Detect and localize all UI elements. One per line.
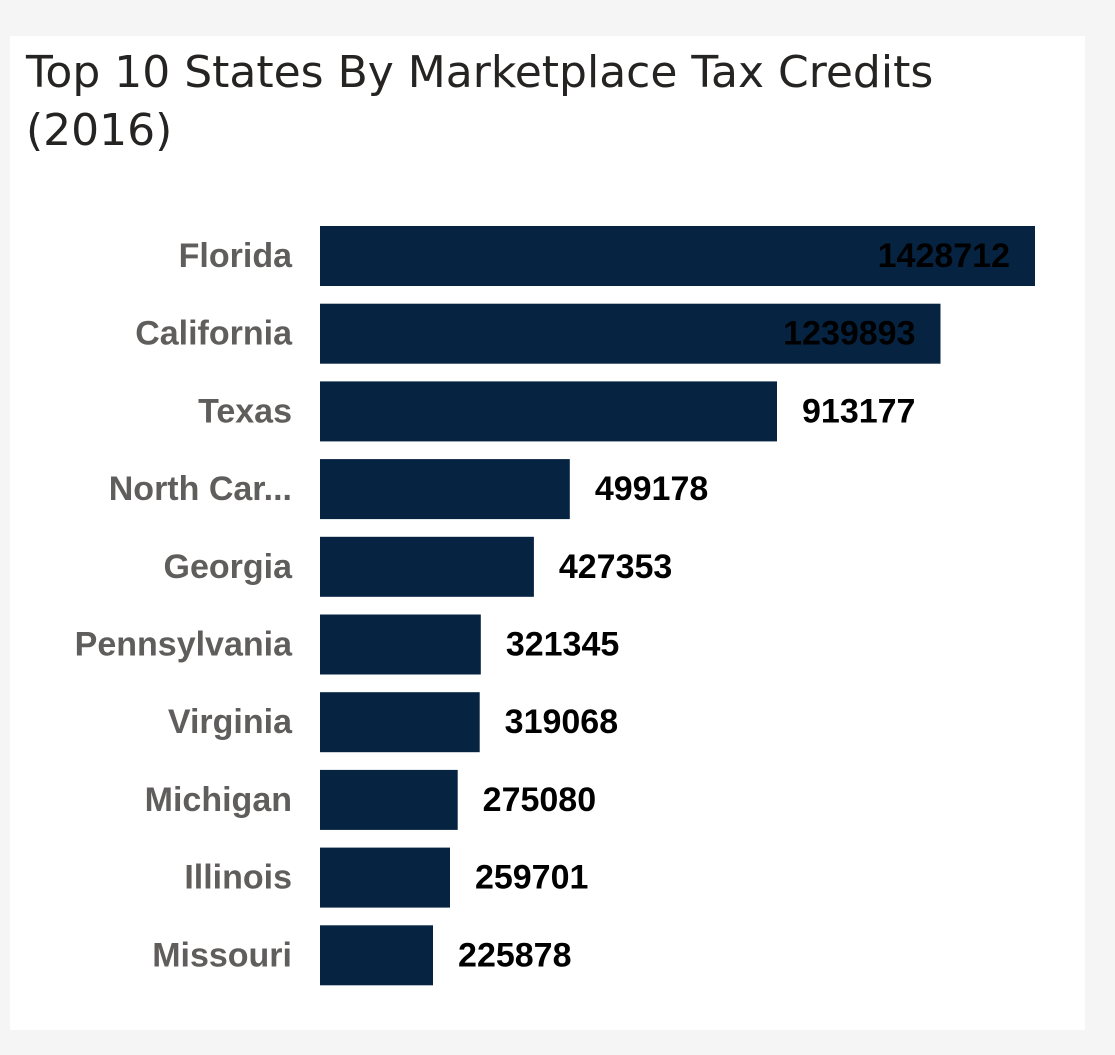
bar[interactable]: [320, 303, 941, 364]
chart-card: Top 10 States By Marketplace Tax Credits…: [10, 36, 1085, 1030]
category-label: Virginia: [168, 703, 293, 741]
category-label: North Car...: [109, 470, 292, 508]
data-label: 225878: [458, 936, 571, 974]
bar[interactable]: [320, 614, 481, 675]
bar[interactable]: [320, 925, 433, 986]
data-label: 1428712: [878, 237, 1010, 275]
bar[interactable]: [320, 692, 480, 753]
bar[interactable]: [320, 459, 570, 520]
data-label: 319068: [505, 703, 618, 741]
data-label: 1239893: [783, 315, 915, 353]
category-label: California: [135, 315, 293, 353]
bar[interactable]: [320, 847, 450, 908]
bar[interactable]: [320, 226, 1035, 286]
category-label: Illinois: [184, 859, 292, 897]
category-label: Texas: [198, 392, 292, 430]
chart-title: Top 10 States By Marketplace Tax Credits…: [26, 47, 934, 156]
category-label: Georgia: [164, 548, 294, 586]
bar[interactable]: [320, 769, 458, 830]
bar[interactable]: [320, 381, 777, 442]
category-label: Missouri: [152, 936, 292, 974]
data-label: 321345: [506, 626, 619, 664]
bar[interactable]: [320, 536, 534, 597]
data-label: 913177: [802, 392, 915, 430]
category-label: Pennsylvania: [75, 626, 293, 664]
data-label: 259701: [475, 859, 588, 897]
data-label: 275080: [483, 781, 596, 819]
data-label: 427353: [559, 548, 672, 586]
category-label: Florida: [179, 237, 293, 275]
category-label: Michigan: [145, 781, 292, 819]
bar-chart: Florida 1428712 California 1239893 Texas 9131…: [75, 226, 1035, 986]
data-label: 499178: [595, 470, 708, 508]
